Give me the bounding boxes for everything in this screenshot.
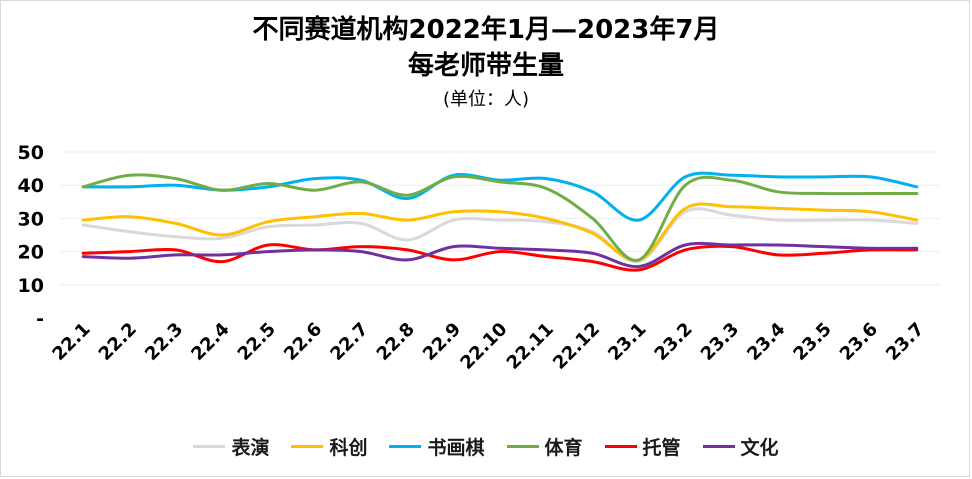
legend-swatch [604, 445, 637, 448]
series-line-表演 [81, 207, 919, 264]
x-tick-label: 23.6 [836, 319, 882, 365]
legend-label: 托管 [642, 437, 681, 459]
x-tick-label: 23.7 [882, 319, 928, 365]
chart-title-line1: 不同赛道机构2022年1月—2023年7月 [252, 15, 720, 45]
legend-swatch [291, 445, 324, 448]
chart-title-line2: 每老师带生量 [407, 51, 564, 81]
y-tick-label: - [36, 308, 44, 330]
x-tick-label: 23.3 [697, 319, 743, 365]
legend-item: 表演 [193, 433, 269, 460]
legend-swatch [389, 445, 422, 448]
legend-item: 文化 [702, 433, 779, 460]
series-line-科创 [81, 202, 919, 262]
x-tick-label: 22.5 [234, 319, 280, 365]
x-tick-label: 23.2 [651, 319, 697, 365]
series-line-体育 [81, 173, 919, 262]
x-tick-label: 22.3 [141, 319, 187, 365]
x-tick-label: 22.10 [456, 319, 511, 374]
legend-item: 书画棋 [389, 433, 485, 460]
x-tick-label: 22.12 [549, 319, 604, 374]
y-tick-label: 10 [18, 275, 44, 297]
legend-label: 书画棋 [427, 437, 485, 459]
x-tick-label: 23.5 [789, 319, 835, 365]
legend-item: 科创 [291, 433, 367, 460]
legend-swatch [193, 445, 226, 448]
legend-item: 托管 [604, 433, 681, 460]
x-tick-label: 22.4 [187, 319, 233, 365]
series-line-文化 [81, 241, 919, 269]
chart-legend: 表演 科创 书画棋 体育 托管 文化 [0, 433, 972, 460]
series-line-托管 [81, 243, 919, 272]
chart-subtitle: (单位：人) [442, 89, 530, 110]
y-tick-label: 20 [18, 242, 44, 264]
legend-swatch [506, 445, 539, 448]
x-tick-label: 22.2 [95, 319, 141, 365]
legend-label: 科创 [329, 437, 368, 459]
x-tick-label: 22.11 [503, 319, 558, 374]
legend-label: 表演 [231, 437, 270, 459]
x-tick-label: 22.7 [326, 319, 372, 365]
y-tick-label: 50 [18, 142, 44, 164]
legend-label: 文化 [740, 437, 779, 459]
x-tick-label: 22.8 [373, 319, 419, 365]
legend-swatch [702, 445, 735, 448]
legend-label: 体育 [544, 437, 583, 459]
x-tick-label: 22.1 [48, 319, 94, 365]
x-tick-label: 23.1 [604, 319, 650, 365]
y-tick-label: 40 [18, 175, 44, 197]
x-tick-label: 23.4 [743, 319, 789, 365]
y-tick-label: 30 [18, 208, 44, 230]
x-tick-label: 22.6 [280, 319, 326, 365]
legend-item: 体育 [506, 433, 583, 460]
